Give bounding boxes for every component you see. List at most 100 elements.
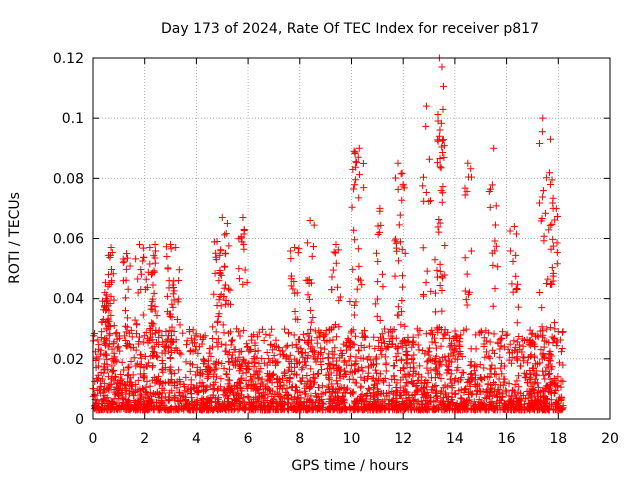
baseline-point [439,353,447,361]
baseline-point [331,397,339,405]
baseline-point [373,369,381,377]
baseline-point [299,353,307,361]
baseline-point [312,389,320,397]
baseline-point [243,382,251,390]
baseline-point [365,384,373,392]
burst-point [122,265,130,273]
baseline-point [95,341,103,349]
burst-point [512,230,520,238]
burst-point [289,285,297,293]
baseline-point [352,379,360,387]
baseline-point [318,406,326,414]
baseline-point [514,398,522,406]
burst-point [131,316,139,324]
baseline-point [544,382,552,390]
baseline-point [265,355,273,363]
baseline-point [137,354,145,362]
burst-point [356,276,364,284]
baseline-point [517,397,525,405]
baseline-point [498,359,506,367]
baseline-point [325,383,333,391]
baseline-point [183,341,191,349]
baseline-point [476,329,484,337]
burst-point [434,137,442,145]
spike-point [547,135,555,143]
baseline-point [98,375,106,383]
baseline-point [124,372,132,380]
burst-point [395,311,403,319]
baseline-point [378,351,386,359]
burst-point [360,184,368,192]
baseline-point [347,344,355,352]
baseline-point [194,388,202,396]
baseline-point [154,353,162,361]
baseline-point [168,370,176,378]
baseline-point [127,326,135,334]
burst-point [335,297,343,305]
baseline-point [409,340,417,348]
baseline-point [301,380,309,388]
x-tick-label: 8 [295,431,304,447]
baseline-point [489,346,497,354]
burst-point [372,300,380,308]
baseline-point [359,367,367,375]
baseline-point [153,376,161,384]
burst-point [548,280,556,288]
baseline-point [559,377,567,385]
burst-point [175,276,183,284]
burst-point [332,259,340,267]
baseline-point [387,402,395,410]
burst-point [548,176,556,184]
baseline-point [254,333,262,341]
burst-point [124,285,132,293]
baseline-point [338,397,346,405]
baseline-point [471,361,479,369]
baseline-point [447,395,455,403]
baseline-point [499,328,507,336]
burst-point [542,280,550,288]
baseline-point [130,354,138,362]
burst-point [287,282,295,290]
baseline-point [434,369,442,377]
burst-point [486,203,494,211]
baseline-point [357,382,365,390]
burst-point [546,221,554,229]
baseline-point [431,339,439,347]
spike-point [123,250,131,258]
baseline-point [524,359,532,367]
baseline-point [252,367,260,375]
baseline-point [244,393,252,401]
x-tick-label: 20 [601,431,619,447]
baseline-point [498,335,506,343]
baseline-point [394,349,402,357]
baseline-point [538,355,546,363]
baseline-point [451,390,459,398]
baseline-point [350,341,358,349]
baseline-point [352,399,360,407]
baseline-point [273,389,281,397]
baseline-point [554,373,562,381]
baseline-point [346,406,354,414]
burst-point [287,255,295,263]
baseline-point [443,361,451,369]
baseline-point [482,327,490,335]
burst-point [170,287,178,295]
baseline-point [359,402,367,410]
baseline-point [434,404,442,412]
baseline-point [304,395,312,403]
baseline-point [192,371,200,379]
burst-point [545,226,553,234]
baseline-point [203,398,211,406]
baseline-point [259,388,267,396]
burst-point [355,262,363,270]
baseline-point [410,351,418,359]
baseline-point [254,347,262,355]
burst-point [494,263,502,271]
baseline-point [103,336,111,344]
baseline-point [548,363,556,371]
baseline-point [242,365,250,373]
baseline-point [208,343,216,351]
baseline-point [158,356,166,364]
baseline-point [472,390,480,398]
baseline-point [355,365,363,373]
